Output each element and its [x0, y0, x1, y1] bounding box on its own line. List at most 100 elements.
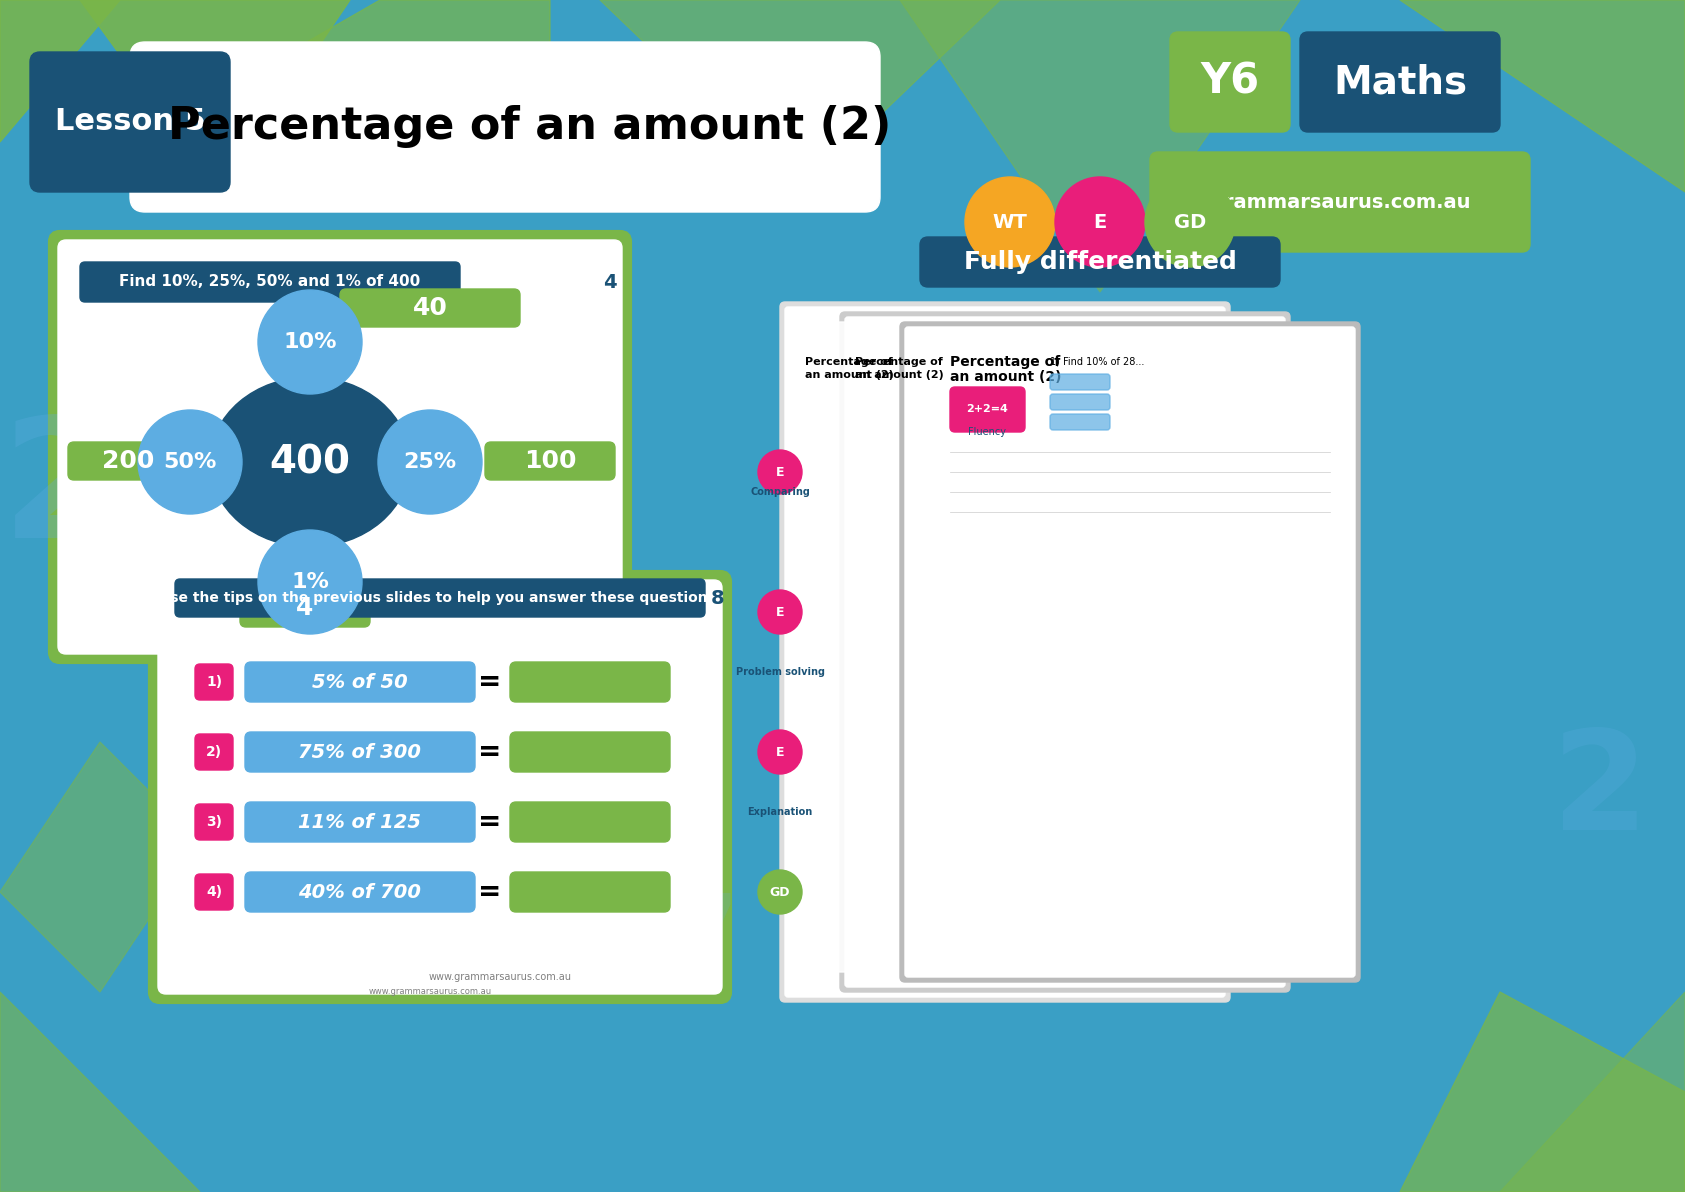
FancyBboxPatch shape [511, 873, 671, 912]
Polygon shape [1500, 992, 1685, 1192]
FancyBboxPatch shape [130, 42, 880, 212]
Text: 4: 4 [297, 596, 313, 620]
Text: 10%: 10% [283, 333, 337, 352]
Text: WT: WT [992, 212, 1028, 231]
FancyBboxPatch shape [485, 442, 615, 480]
FancyBboxPatch shape [785, 308, 1225, 997]
FancyBboxPatch shape [1050, 395, 1110, 410]
Polygon shape [0, 992, 201, 1192]
Text: Lesson 5: Lesson 5 [54, 107, 206, 137]
Circle shape [258, 290, 362, 395]
Text: 75% of 300: 75% of 300 [298, 743, 421, 762]
Text: 2+2=4: 2+2=4 [966, 404, 1008, 414]
FancyBboxPatch shape [905, 327, 1355, 977]
FancyBboxPatch shape [244, 873, 475, 912]
Text: Fully differentiated: Fully differentiated [964, 250, 1237, 274]
Polygon shape [79, 0, 350, 192]
Text: www.grammarsaurus.com.au: www.grammarsaurus.com.au [428, 971, 571, 982]
Polygon shape [900, 0, 1301, 292]
FancyBboxPatch shape [30, 52, 229, 192]
Polygon shape [1400, 0, 1685, 192]
FancyBboxPatch shape [195, 874, 233, 909]
FancyBboxPatch shape [1050, 374, 1110, 390]
Text: 11% of 125: 11% of 125 [298, 813, 421, 832]
FancyBboxPatch shape [340, 288, 521, 327]
Text: Use the tips on the previous slides to help you answer these questions.: Use the tips on the previous slides to h… [158, 591, 721, 606]
Text: 1%: 1% [292, 572, 329, 592]
Text: 7: 7 [662, 888, 738, 995]
Text: Percentage of an amount (2): Percentage of an amount (2) [168, 106, 891, 149]
Text: =: = [479, 808, 502, 836]
Text: 1): 1) [206, 675, 222, 689]
Text: Problem solving: Problem solving [735, 668, 824, 677]
Text: 5% of 50: 5% of 50 [312, 672, 408, 691]
Circle shape [377, 410, 482, 514]
Text: Fluency: Fluency [967, 427, 1006, 437]
FancyBboxPatch shape [67, 442, 189, 480]
FancyBboxPatch shape [244, 662, 475, 702]
FancyBboxPatch shape [511, 802, 671, 842]
Text: 200: 200 [101, 449, 155, 473]
Circle shape [138, 410, 243, 514]
Text: 2: 2 [1552, 725, 1648, 859]
FancyBboxPatch shape [195, 664, 233, 700]
Text: Comparing: Comparing [750, 488, 810, 497]
FancyBboxPatch shape [511, 662, 671, 702]
Text: Y6: Y6 [1200, 61, 1260, 103]
Circle shape [1146, 176, 1235, 267]
FancyBboxPatch shape [195, 803, 233, 840]
Text: E: E [775, 466, 784, 478]
Text: E: E [775, 606, 784, 619]
Text: an amount (2): an amount (2) [805, 370, 893, 380]
FancyBboxPatch shape [1301, 32, 1500, 132]
Text: an amount (2): an amount (2) [854, 370, 944, 380]
Text: grammarsaurus.com.au: grammarsaurus.com.au [1210, 192, 1471, 211]
Text: 25%: 25% [403, 452, 457, 472]
Ellipse shape [211, 377, 409, 547]
Text: GD: GD [770, 886, 790, 899]
Text: 40: 40 [413, 296, 448, 319]
FancyBboxPatch shape [790, 322, 1230, 971]
Text: www.grammarsaurus.com.au: www.grammarsaurus.com.au [369, 987, 492, 997]
Text: =: = [479, 879, 502, 906]
FancyBboxPatch shape [195, 734, 233, 770]
FancyBboxPatch shape [900, 322, 1360, 982]
Polygon shape [0, 741, 201, 992]
Text: E: E [1094, 212, 1107, 231]
Circle shape [966, 176, 1055, 267]
Circle shape [758, 870, 802, 914]
Circle shape [1055, 176, 1146, 267]
FancyBboxPatch shape [239, 589, 371, 627]
Circle shape [258, 530, 362, 634]
Text: GD: GD [1174, 212, 1206, 231]
Text: 4): 4) [206, 884, 222, 899]
Text: 2): 2) [206, 745, 222, 759]
FancyBboxPatch shape [844, 317, 1286, 987]
FancyBboxPatch shape [244, 802, 475, 842]
Text: =: = [479, 668, 502, 696]
FancyBboxPatch shape [158, 581, 721, 994]
Text: E: E [775, 745, 784, 758]
Text: Explanation: Explanation [748, 807, 812, 817]
Text: 3): 3) [206, 815, 222, 828]
FancyBboxPatch shape [150, 572, 730, 1002]
FancyBboxPatch shape [1149, 153, 1530, 252]
FancyBboxPatch shape [57, 240, 622, 654]
Text: Percentage of: Percentage of [854, 356, 942, 367]
FancyBboxPatch shape [920, 237, 1281, 287]
Circle shape [758, 451, 802, 493]
Text: =: = [479, 738, 502, 766]
FancyBboxPatch shape [950, 387, 1024, 432]
Text: 4: 4 [603, 273, 617, 292]
Polygon shape [0, 0, 120, 142]
FancyBboxPatch shape [175, 579, 704, 617]
Text: 2: 2 [2, 410, 118, 573]
Circle shape [758, 590, 802, 634]
FancyBboxPatch shape [511, 732, 671, 772]
FancyBboxPatch shape [780, 302, 1230, 1002]
FancyBboxPatch shape [51, 232, 630, 662]
Text: Find 10%, 25%, 50% and 1% of 400: Find 10%, 25%, 50% and 1% of 400 [120, 274, 421, 290]
Text: 40% of 700: 40% of 700 [298, 882, 421, 901]
Polygon shape [221, 0, 549, 142]
Text: Maths: Maths [1333, 63, 1468, 101]
